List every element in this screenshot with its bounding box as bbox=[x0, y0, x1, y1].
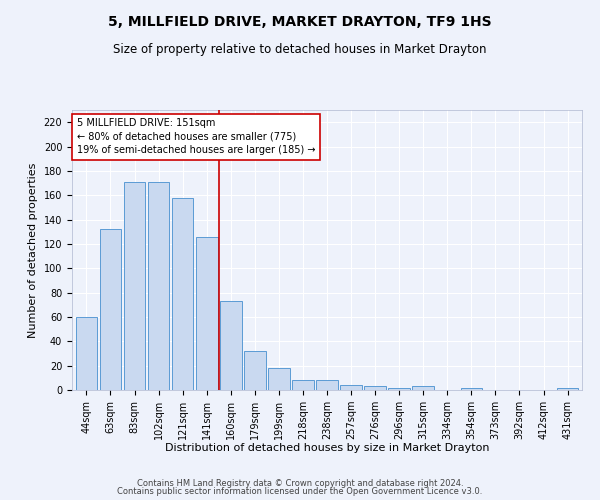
Y-axis label: Number of detached properties: Number of detached properties bbox=[28, 162, 38, 338]
Bar bbox=[461, 388, 482, 390]
Text: Contains public sector information licensed under the Open Government Licence v3: Contains public sector information licen… bbox=[118, 487, 482, 496]
Text: Size of property relative to detached houses in Market Drayton: Size of property relative to detached ho… bbox=[113, 42, 487, 56]
Bar bbox=[244, 351, 266, 390]
Bar bbox=[124, 182, 145, 390]
Bar bbox=[100, 230, 121, 390]
Bar bbox=[557, 388, 578, 390]
Text: 5, MILLFIELD DRIVE, MARKET DRAYTON, TF9 1HS: 5, MILLFIELD DRIVE, MARKET DRAYTON, TF9 … bbox=[108, 15, 492, 29]
Bar bbox=[268, 368, 290, 390]
Bar bbox=[148, 182, 169, 390]
Bar bbox=[220, 301, 242, 390]
Bar bbox=[292, 380, 314, 390]
Bar bbox=[412, 386, 434, 390]
Bar bbox=[196, 236, 218, 390]
Bar bbox=[172, 198, 193, 390]
Text: 5 MILLFIELD DRIVE: 151sqm
← 80% of detached houses are smaller (775)
19% of semi: 5 MILLFIELD DRIVE: 151sqm ← 80% of detac… bbox=[77, 118, 316, 155]
Bar bbox=[316, 380, 338, 390]
Bar bbox=[340, 385, 362, 390]
Bar bbox=[76, 317, 97, 390]
X-axis label: Distribution of detached houses by size in Market Drayton: Distribution of detached houses by size … bbox=[165, 444, 489, 454]
Text: Contains HM Land Registry data © Crown copyright and database right 2024.: Contains HM Land Registry data © Crown c… bbox=[137, 478, 463, 488]
Bar bbox=[364, 386, 386, 390]
Bar bbox=[388, 388, 410, 390]
